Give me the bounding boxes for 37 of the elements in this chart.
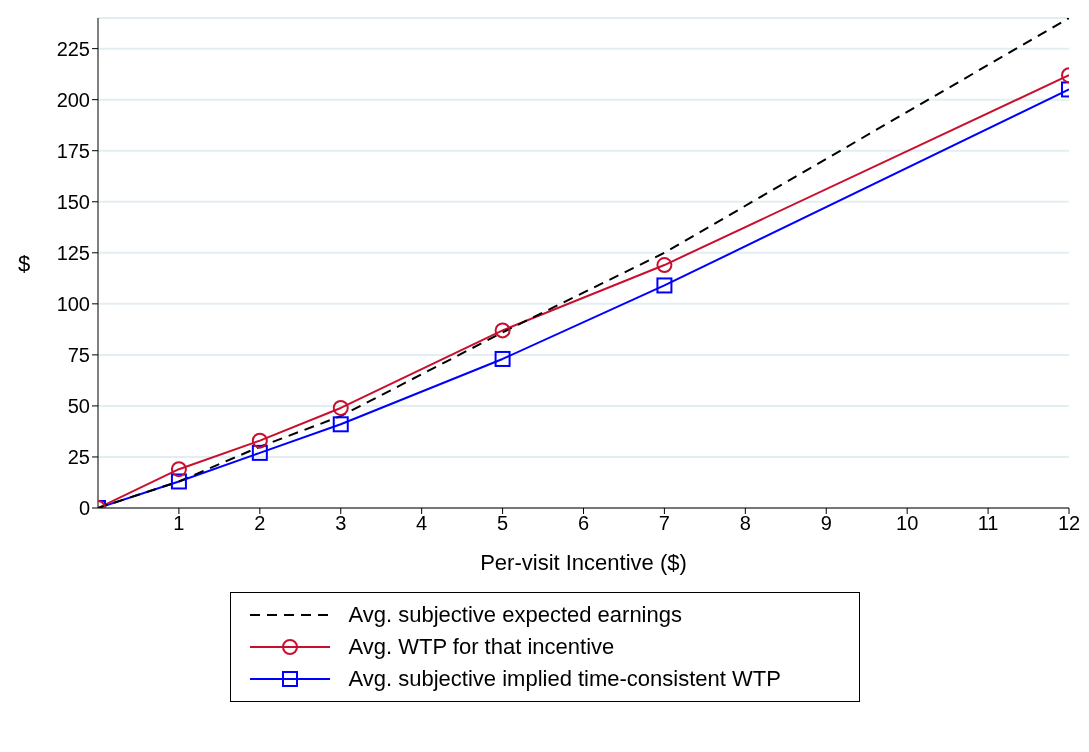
y-tick-label: 175 xyxy=(56,139,90,162)
point xyxy=(494,350,511,367)
y-tick-label: 125 xyxy=(56,241,90,264)
x-axis-title: Per-visit Incentive ($) xyxy=(480,550,687,575)
x-tick-label: 4 xyxy=(416,512,428,535)
point xyxy=(251,432,268,449)
point xyxy=(332,416,349,433)
y-tick-label: 50 xyxy=(67,395,90,418)
point xyxy=(251,444,268,461)
legend-label: Avg. WTP for that incentive xyxy=(348,634,615,660)
x-tick-label: 12 xyxy=(1057,512,1081,535)
y-tick-label: 25 xyxy=(67,446,90,469)
point xyxy=(332,399,349,416)
y-tick-label: 200 xyxy=(56,88,90,111)
x-tick-label: 1 xyxy=(173,512,185,535)
y-axis-title: $ xyxy=(18,250,31,276)
point xyxy=(170,461,187,478)
legend-label: Avg. subjective implied time-consistent WTP xyxy=(348,666,781,692)
x-tick-label: 6 xyxy=(577,512,590,535)
x-tick-label: 3 xyxy=(335,512,347,535)
x-tick-label: 11 xyxy=(977,512,999,535)
point xyxy=(170,473,187,490)
x-tick-label: 2 xyxy=(254,512,266,535)
x-tick-label: 5 xyxy=(497,512,509,535)
point xyxy=(656,257,673,274)
point xyxy=(494,322,511,339)
point xyxy=(656,277,673,294)
x-tick-label: 10 xyxy=(896,512,919,535)
y-tick-label: 0 xyxy=(78,497,90,520)
x-tick-label: 7 xyxy=(658,512,670,535)
x-tick-label: 9 xyxy=(820,512,832,535)
legend-label: Avg. subjective expected earnings xyxy=(348,602,682,628)
y-tick-label: 100 xyxy=(56,292,90,315)
y-tick-label: 150 xyxy=(56,190,90,213)
y-tick-label: 225 xyxy=(56,37,90,60)
x-tick-label: 8 xyxy=(739,512,751,535)
y-tick-label: 75 xyxy=(67,343,90,366)
